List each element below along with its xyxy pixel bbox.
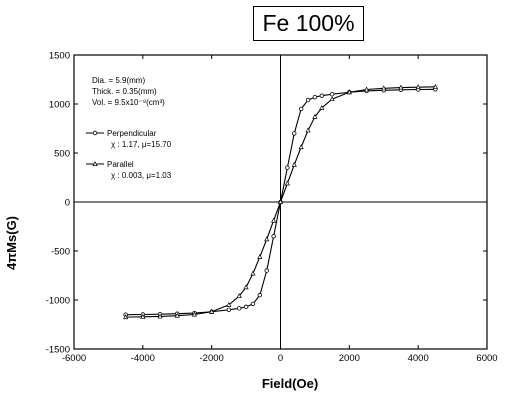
data-point bbox=[319, 93, 324, 98]
data-point bbox=[243, 304, 249, 310]
data-point bbox=[346, 89, 352, 95]
data-point bbox=[398, 84, 404, 90]
data-point bbox=[285, 165, 290, 170]
legend-param: χ : 1.17, μ=15.70 bbox=[111, 140, 172, 149]
data-point bbox=[140, 313, 146, 319]
y-tick-label: -1500 bbox=[46, 345, 70, 356]
data-point bbox=[305, 97, 311, 103]
data-point bbox=[257, 253, 263, 259]
data-point bbox=[264, 236, 270, 242]
data-point bbox=[236, 306, 242, 311]
data-point bbox=[277, 199, 284, 204]
x-tick-label: -4000 bbox=[131, 353, 155, 364]
y-axis-label-wrap: 4πMs(G) bbox=[4, 200, 24, 270]
data-point bbox=[363, 86, 370, 92]
x-tick-label: 2000 bbox=[339, 353, 360, 364]
legend-label: Parallel bbox=[107, 160, 134, 169]
y-tick-label: -500 bbox=[51, 247, 70, 258]
data-point bbox=[292, 131, 297, 136]
data-point bbox=[243, 284, 249, 290]
data-point bbox=[329, 91, 335, 97]
legend-param: χ : 0.003, μ=1.03 bbox=[111, 171, 172, 180]
data-point bbox=[250, 270, 256, 276]
data-point bbox=[257, 292, 263, 298]
data-point bbox=[271, 217, 277, 223]
data-point bbox=[226, 301, 232, 307]
data-point bbox=[226, 307, 232, 312]
data-point bbox=[312, 113, 318, 119]
data-point bbox=[271, 234, 276, 239]
legend-marker bbox=[92, 161, 98, 166]
annotation-text: Dia. = 5.9(mm) bbox=[92, 76, 145, 85]
data-point bbox=[415, 84, 421, 90]
legend-label: Perpendicular bbox=[107, 129, 157, 138]
data-point bbox=[291, 161, 297, 167]
x-tick-label: 0 bbox=[278, 353, 283, 364]
data-point bbox=[157, 313, 163, 319]
data-point bbox=[329, 96, 335, 102]
y-axis-label: 4πMs(G) bbox=[4, 215, 19, 270]
data-point bbox=[191, 311, 198, 317]
data-point bbox=[174, 312, 180, 318]
data-point bbox=[123, 314, 129, 320]
legend-marker bbox=[92, 130, 98, 136]
data-point bbox=[381, 85, 387, 91]
data-point bbox=[298, 106, 304, 112]
data-point bbox=[298, 144, 304, 150]
y-tick-label: 500 bbox=[54, 149, 70, 160]
data-point bbox=[209, 308, 215, 314]
y-tick-label: -1000 bbox=[46, 296, 70, 307]
data-point bbox=[284, 180, 290, 186]
data-point bbox=[250, 301, 256, 307]
x-tick-label: 6000 bbox=[476, 353, 497, 364]
annotation-text: Vol. = 9.5x10⁻⁹(cm³) bbox=[92, 98, 165, 107]
data-point bbox=[305, 127, 311, 133]
annotation-text: Thick. = 0.35(mm) bbox=[92, 87, 157, 96]
data-point bbox=[319, 104, 325, 110]
data-point bbox=[236, 293, 242, 299]
y-tick-label: 1000 bbox=[49, 100, 70, 111]
x-tick-label: -6000 bbox=[62, 353, 86, 364]
y-tick-label: 1500 bbox=[49, 51, 70, 62]
chart-title: Fe 100% bbox=[253, 6, 364, 41]
x-tick-label: 4000 bbox=[408, 353, 429, 364]
x-axis-label: Field(Oe) bbox=[261, 376, 319, 391]
chart-title-text: Fe 100% bbox=[262, 10, 355, 36]
data-point bbox=[264, 268, 269, 273]
x-tick-label: -2000 bbox=[200, 353, 224, 364]
data-point bbox=[432, 83, 438, 89]
data-point bbox=[312, 94, 318, 100]
y-tick-label: 0 bbox=[65, 198, 70, 209]
